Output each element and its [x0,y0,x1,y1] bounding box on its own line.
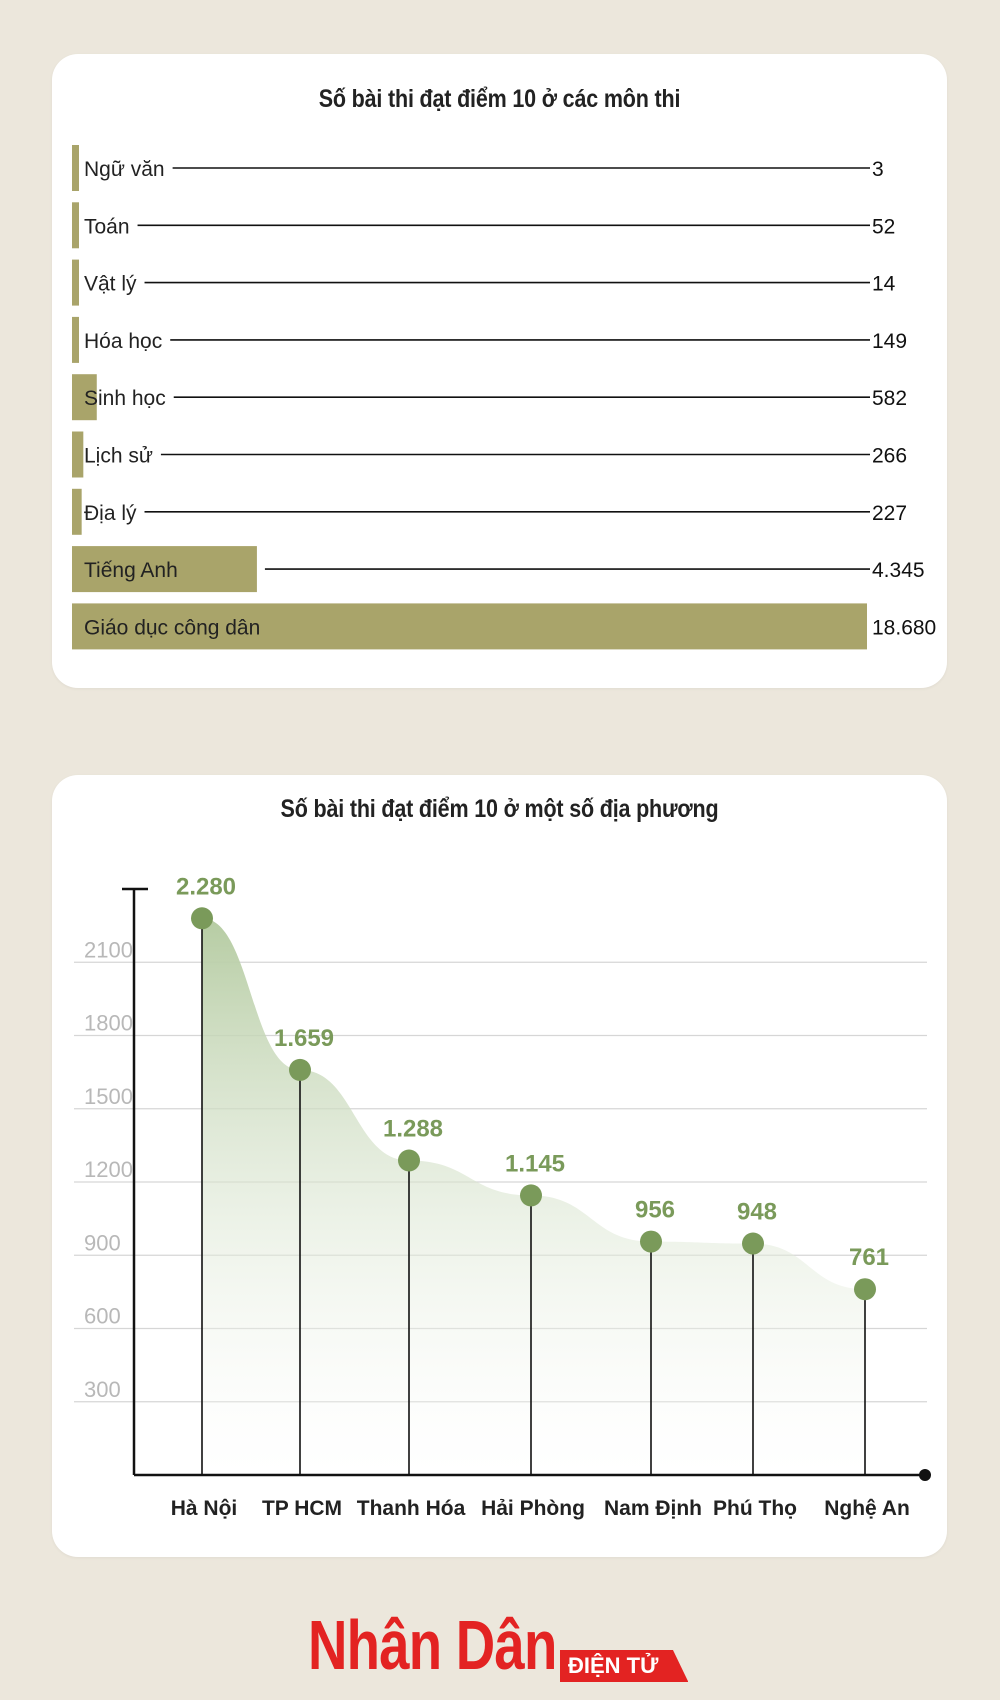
bar-6 [72,488,82,535]
data-label-1: 1.659 [274,1025,334,1052]
y-tick-label-6: 2100 [84,937,133,962]
x-axis-end-dot [919,1469,931,1481]
nhan-dan-logo: Nhân Dân ĐIỆN TỬ [308,1608,698,1690]
y-tick-label-5: 1800 [84,1011,133,1036]
bar-5 [72,431,84,478]
bar-8 [72,603,867,650]
value-label-3: 149 [872,330,907,353]
data-label-3: 1.145 [505,1150,565,1177]
logo-sub-text: ĐIỆN TỬ [560,1650,689,1682]
bar-4 [72,374,97,421]
value-label-6: 227 [872,502,907,525]
region-area-chart: 300 600 900 1200 1500 1800 2100 2.280 Hà Nội 1.65… [74,873,931,1520]
bar-7 [72,546,257,593]
bar-label-4: Sinh học [84,387,166,410]
data-point-2 [398,1149,420,1172]
data-point-6 [854,1278,876,1301]
region-chart-title: Số bài thi đạt điểm 10 ở một số địa phươ… [280,795,719,823]
bar-label-2: Vật lý [84,273,137,296]
value-label-5: 266 [872,445,907,468]
region-chart-card: Số bài thi đạt điểm 10 ở một số địa phươ… [52,775,947,1557]
y-tick-label-2: 900 [84,1230,121,1255]
value-label-4: 582 [872,387,907,410]
bar-label-1: Toán [84,215,130,238]
value-label-1: 52 [872,215,895,238]
y-tick-label-4: 1500 [84,1084,133,1109]
bar-label-5: Lịch sử [84,445,153,468]
subject-chart-title: Số bài thi đạt điểm 10 ở các môn thi [318,85,681,113]
x-category-label-0: Hà Nội [171,1497,238,1520]
data-point-1 [289,1058,311,1081]
y-tick-label-3: 1200 [84,1157,133,1182]
data-label-5: 948 [737,1199,777,1226]
subject-chart-card: Số bài thi đạt điểm 10 ở các môn thi Ngữ… [52,54,947,688]
logo-main-text: Nhân Dân [308,1606,557,1684]
data-point-5 [742,1232,764,1255]
data-label-4: 956 [635,1197,675,1224]
x-category-label-6: Nghệ An [824,1497,910,1520]
subject-bar-chart: Ngữ văn 3 Toán 52 Vật lý 14 Hóa học 149 Sinh học… [72,145,936,650]
x-category-label-5: Phú Thọ [713,1497,797,1520]
bar-0 [72,145,79,191]
data-point-0 [191,907,213,930]
bar-label-8: Giáo dục công dân [84,616,260,639]
bar-label-7: Tiếng Anh [84,559,178,582]
x-category-label-2: Thanh Hóa [357,1497,466,1520]
value-label-2: 14 [872,273,896,296]
y-tick-label-1: 600 [84,1304,121,1329]
data-point-4 [640,1230,662,1253]
data-label-2: 1.288 [383,1116,443,1143]
value-label-7: 4.345 [872,559,925,582]
x-category-label-1: TP HCM [262,1497,342,1520]
bar-label-6: Địa lý [84,502,137,525]
x-category-label-4: Nam Định [604,1497,702,1520]
y-tick-label-0: 300 [84,1377,121,1402]
data-label-0: 2.280 [176,873,236,900]
bar-1 [72,202,79,249]
value-label-8: 18.680 [872,616,936,639]
data-point-3 [520,1184,542,1207]
bar-2 [72,259,79,306]
data-label-6: 761 [849,1244,889,1271]
x-category-label-3: Hải Phòng [481,1497,585,1520]
bar-label-3: Hóa học [84,330,162,353]
value-label-0: 3 [872,158,884,181]
bar-3 [72,316,79,363]
bar-label-0: Ngữ văn [84,158,165,181]
